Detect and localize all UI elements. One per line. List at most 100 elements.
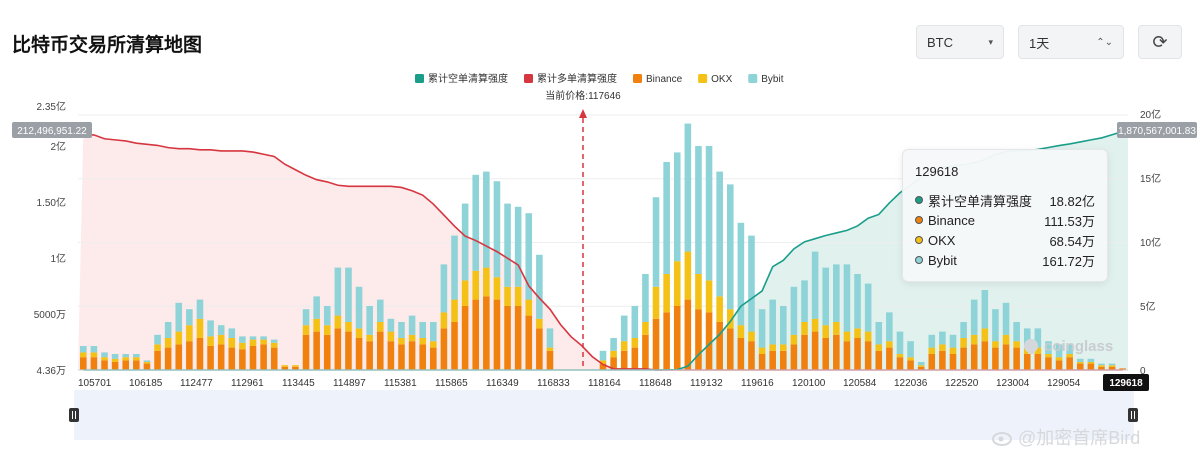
- x-tick-2: 112477: [180, 378, 213, 389]
- bar-bybit-62: [737, 222, 745, 326]
- bar-binance-88: [1013, 347, 1020, 370]
- x-tick-18: 123004: [996, 378, 1030, 389]
- bar-okx-52: [631, 338, 639, 348]
- bar-binance-85: [981, 341, 989, 370]
- bar-okx-28: [376, 322, 384, 332]
- bar-binance-1: [90, 357, 98, 370]
- bar-binance-43: [536, 328, 543, 370]
- bar-okx-87: [1002, 334, 1010, 345]
- tooltip-value: 111.53万: [1044, 213, 1095, 229]
- bar-okx-12: [207, 336, 214, 346]
- bar-okx-70: [822, 325, 830, 338]
- bar-binance-66: [780, 350, 787, 370]
- bar-bybit-54: [652, 197, 660, 287]
- bar-okx-22: [313, 318, 320, 332]
- bar-okx-66: [780, 344, 787, 351]
- y-left-tick-5: 2.35亿: [37, 100, 66, 113]
- legend-swatch-4: [748, 74, 758, 83]
- bar-binance-68: [801, 334, 808, 370]
- bar-okx-74: [864, 331, 872, 342]
- bar-okx-2: [101, 357, 108, 361]
- y-left-tick-1: 5000万: [34, 310, 66, 321]
- y-left-tick-2: 1亿: [50, 252, 66, 265]
- bar-binance-38: [483, 296, 490, 370]
- bar-bybit-6: [143, 360, 151, 362]
- bar-binance-83: [960, 347, 967, 370]
- bar-okx-84: [970, 334, 978, 345]
- legend-swatch-0: [415, 74, 424, 83]
- coin-select[interactable]: BTC ▾: [916, 25, 1004, 59]
- bar-okx-82: [949, 347, 957, 354]
- bar-binance-19: [281, 366, 289, 370]
- range-slider-track[interactable]: [74, 390, 1134, 440]
- bar-bybit-78: [907, 341, 914, 358]
- bar-bybit-10: [186, 309, 193, 326]
- bar-okx-71: [833, 322, 840, 335]
- bar-okx-10: [186, 325, 193, 342]
- bar-bybit-92: [1055, 344, 1063, 358]
- bar-binance-32: [419, 344, 426, 370]
- bar-bybit-77: [896, 331, 904, 354]
- bar-okx-27: [366, 334, 373, 342]
- legend-label-0: 累计空单清算强度: [428, 72, 508, 85]
- x-tick-11: 118648: [639, 378, 672, 389]
- bar-bybit-86: [992, 309, 999, 342]
- legend-label-3: OKX: [711, 74, 732, 85]
- bar-bybit-31: [408, 315, 416, 335]
- bar-binance-53: [642, 334, 649, 370]
- coinglass-logo-icon: [1024, 339, 1038, 354]
- bar-okx-36: [461, 280, 469, 306]
- bar-bybit-96: [1098, 363, 1105, 366]
- bar-bybit-95: [1087, 358, 1095, 362]
- slider-handle-left[interactable]: [69, 408, 79, 422]
- bar-okx-72: [843, 331, 851, 342]
- bar-bybit-58: [695, 146, 702, 274]
- bar-okx-19: [281, 365, 289, 367]
- bar-bybit-81: [939, 331, 946, 345]
- bar-binance-65: [769, 350, 776, 370]
- bar-binance-70: [822, 338, 830, 370]
- x-tick-0: 105701: [78, 378, 112, 389]
- bar-okx-83: [960, 338, 967, 348]
- bar-okx-42: [525, 299, 533, 316]
- bar-binance-80: [928, 354, 936, 370]
- range-select[interactable]: 1天 ⌃⌄: [1018, 25, 1124, 59]
- bar-bybit-56: [673, 152, 681, 262]
- bar-okx-44: [546, 347, 554, 351]
- bar-okx-16: [249, 339, 257, 346]
- x-tick-3: 112961: [231, 378, 264, 389]
- bar-binance-29: [387, 341, 395, 370]
- bar-binance-82: [949, 354, 957, 370]
- bar-bybit-23: [323, 306, 331, 326]
- bar-okx-32: [419, 338, 426, 345]
- bar-bybit-7: [154, 334, 161, 345]
- bar-binance-91: [1045, 357, 1052, 370]
- tooltip-value: 68.54万: [1049, 233, 1095, 249]
- bar-okx-64: [758, 347, 766, 354]
- bar-binance-81: [939, 350, 946, 370]
- bar-binance-63: [748, 341, 755, 370]
- bar-bybit-63: [748, 235, 755, 332]
- bar-okx-90: [1034, 347, 1042, 354]
- bar-bybit-5: [133, 354, 140, 358]
- bar-okx-96: [1098, 365, 1105, 367]
- bar-binance-25: [345, 331, 352, 370]
- refresh-button[interactable]: ⟳: [1138, 25, 1182, 59]
- bar-okx-18: [270, 342, 278, 348]
- bar-bybit-59: [705, 146, 713, 281]
- bar-bybit-18: [270, 339, 278, 343]
- bar-binance-20: [292, 366, 299, 370]
- bar-binance-76: [886, 347, 893, 370]
- bar-binance-89: [1023, 354, 1031, 370]
- bar-okx-50: [610, 350, 617, 358]
- legend-label-2: Binance: [646, 74, 683, 85]
- bar-binance-54: [652, 318, 660, 370]
- legend-label-1: 累计多单清算强度: [537, 72, 617, 85]
- bar-okx-78: [907, 357, 914, 361]
- slider-handle-right[interactable]: [1128, 408, 1138, 422]
- refresh-icon: ⟳: [1152, 31, 1168, 52]
- chevron-down-icon: ▾: [988, 36, 993, 47]
- bar-binance-9: [175, 344, 183, 370]
- bar-bybit-53: [642, 274, 649, 322]
- y-right-tick-2: 10亿: [1140, 236, 1161, 249]
